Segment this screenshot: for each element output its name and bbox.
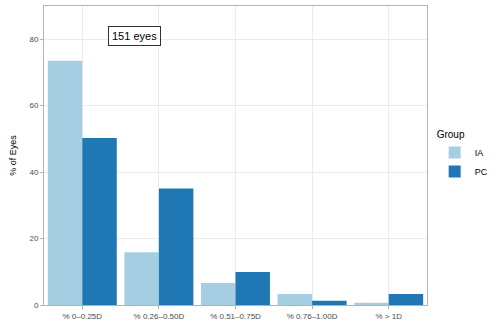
svg-text:40: 40: [29, 168, 38, 177]
svg-text:% 0.51–0.75D: % 0.51–0.75D: [210, 312, 261, 321]
svg-text:80: 80: [29, 35, 38, 44]
svg-text:0: 0: [34, 301, 39, 310]
svg-text:% > 1D: % > 1D: [375, 312, 402, 321]
svg-text:% 0.26–0.50D: % 0.26–0.50D: [134, 312, 185, 321]
svg-text:151 eyes: 151 eyes: [112, 30, 157, 42]
svg-text:Group: Group: [437, 129, 465, 140]
svg-text:60: 60: [29, 101, 38, 110]
svg-text:PC: PC: [475, 167, 488, 177]
svg-text:% 0.76–1.00D: % 0.76–1.00D: [287, 312, 338, 321]
svg-text:% of Eyes: % of Eyes: [8, 135, 18, 176]
svg-text:20: 20: [29, 234, 38, 243]
svg-text:IA: IA: [475, 148, 484, 158]
svg-text:% 0–0.25D: % 0–0.25D: [63, 312, 103, 321]
